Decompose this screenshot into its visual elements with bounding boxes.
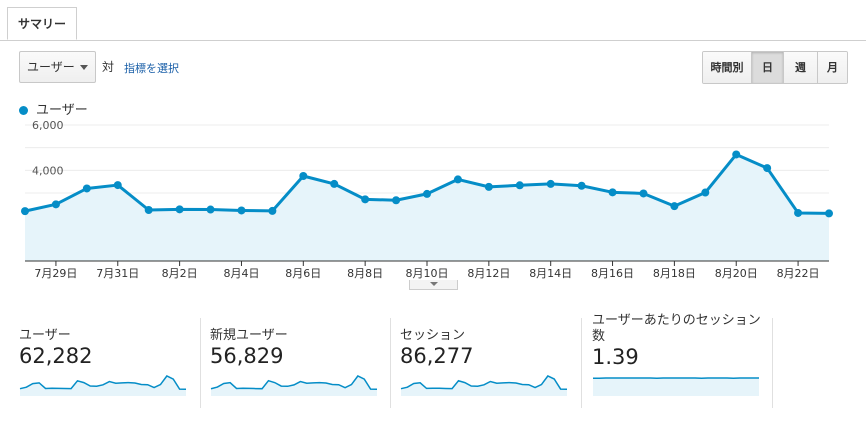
y-tick-label: 4,000 <box>32 164 64 177</box>
scorecards: ユーザー 62,282 新規ユーザー 56,829 セッション 86,277 ユ… <box>0 313 866 408</box>
tab-bar: サマリー <box>0 0 866 41</box>
data-point[interactable] <box>794 208 803 217</box>
data-point[interactable] <box>608 188 617 197</box>
data-point[interactable] <box>361 195 370 204</box>
data-point[interactable] <box>484 182 493 191</box>
data-point[interactable] <box>268 206 277 215</box>
divider <box>200 318 201 408</box>
data-point[interactable] <box>515 181 524 190</box>
period-selector: 時間別 日 週 月 <box>702 51 848 84</box>
chart-expand-handle[interactable] <box>409 280 458 290</box>
sparkline-area <box>401 376 567 396</box>
scorecard-value: 1.39 <box>592 345 639 369</box>
data-point[interactable] <box>82 184 91 193</box>
divider <box>581 318 582 408</box>
chevron-down-icon <box>430 282 438 286</box>
data-point[interactable] <box>423 189 431 198</box>
data-point[interactable] <box>21 207 29 216</box>
sparkline-area <box>593 377 759 396</box>
data-point[interactable] <box>144 206 153 214</box>
sparkline-line <box>400 375 568 390</box>
tab-summary[interactable]: サマリー <box>7 7 77 40</box>
vs-label: 対 <box>102 60 115 74</box>
chevron-down-icon <box>80 65 88 70</box>
x-tick-label: 8月12日 <box>467 267 510 280</box>
data-point[interactable] <box>392 196 401 205</box>
series-area <box>25 154 829 261</box>
scorecard-new-users[interactable]: 新規ユーザー 56,829 <box>210 318 382 408</box>
period-week-button[interactable]: 週 <box>783 52 817 83</box>
scorecard-label: ユーザーあたりのセッション数 <box>592 313 761 344</box>
scorecard-value: 86,277 <box>400 344 474 368</box>
scorecard-label: 新規ユーザー <box>210 328 288 343</box>
sparkline-line <box>19 375 187 390</box>
sparkline <box>19 375 187 396</box>
data-point[interactable] <box>639 189 648 198</box>
x-tick-label: 8月14日 <box>529 267 572 280</box>
data-point[interactable] <box>175 205 184 214</box>
scorecard-sessions-per-user[interactable]: ユーザーあたりのセッション数 1.39 <box>592 313 764 408</box>
metric-select-value: ユーザー <box>27 60 75 74</box>
divider <box>772 318 773 408</box>
x-tick-label: 8月18日 <box>653 267 696 280</box>
x-tick-label: 8月8日 <box>347 267 383 280</box>
x-tick-label: 8月22日 <box>777 267 820 280</box>
scorecard-sessions[interactable]: セッション 86,277 <box>400 318 572 408</box>
data-point[interactable] <box>453 175 462 184</box>
x-tick-label: 7月31日 <box>96 267 139 280</box>
period-hourly-button[interactable]: 時間別 <box>703 52 751 83</box>
x-tick-label: 8月4日 <box>223 267 259 280</box>
scorecard-users[interactable]: ユーザー 62,282 <box>19 318 191 408</box>
data-point[interactable] <box>763 164 772 173</box>
pick-metric-link[interactable]: 指標を選択 <box>124 62 179 75</box>
metric-select[interactable]: ユーザー <box>19 51 96 83</box>
scorecard-label: ユーザー <box>19 328 71 343</box>
sparkline <box>210 375 378 396</box>
data-point[interactable] <box>51 200 60 209</box>
sparkline-area <box>211 376 377 396</box>
sparkline-line <box>210 375 378 390</box>
x-tick-label: 7月29日 <box>34 267 77 280</box>
sparkline <box>400 375 568 396</box>
data-point[interactable] <box>670 202 679 211</box>
users-line-chart: 2,0004,0006,0007月29日7月31日8月2日8月4日8月6日8月8… <box>21 119 833 280</box>
x-tick-label: 8月6日 <box>285 267 321 280</box>
data-point[interactable] <box>330 179 339 188</box>
chart-legend: ユーザー <box>19 99 88 118</box>
scorecard-label: セッション <box>400 328 466 343</box>
data-point[interactable] <box>577 181 586 190</box>
data-point[interactable] <box>825 209 833 218</box>
data-point[interactable] <box>237 206 246 215</box>
x-tick-label: 8月2日 <box>162 267 198 280</box>
x-tick-label: 8月16日 <box>591 267 634 280</box>
period-day-button[interactable]: 日 <box>751 52 783 83</box>
x-tick-label: 8月10日 <box>406 267 449 280</box>
data-point[interactable] <box>299 172 308 180</box>
sparkline-area <box>20 376 186 396</box>
divider <box>390 318 391 408</box>
y-tick-label: 6,000 <box>32 119 64 132</box>
data-point[interactable] <box>546 179 555 188</box>
scorecard-value: 62,282 <box>19 344 93 368</box>
data-point[interactable] <box>113 181 122 190</box>
scorecard-value: 56,829 <box>210 344 284 368</box>
data-point[interactable] <box>701 188 710 197</box>
legend-dot-icon <box>19 106 28 115</box>
period-month-button[interactable]: 月 <box>817 52 847 83</box>
data-point[interactable] <box>732 150 741 159</box>
legend-label: ユーザー <box>36 103 88 118</box>
sparkline <box>593 377 759 396</box>
data-point[interactable] <box>206 205 215 214</box>
x-tick-label: 8月20日 <box>715 267 758 280</box>
